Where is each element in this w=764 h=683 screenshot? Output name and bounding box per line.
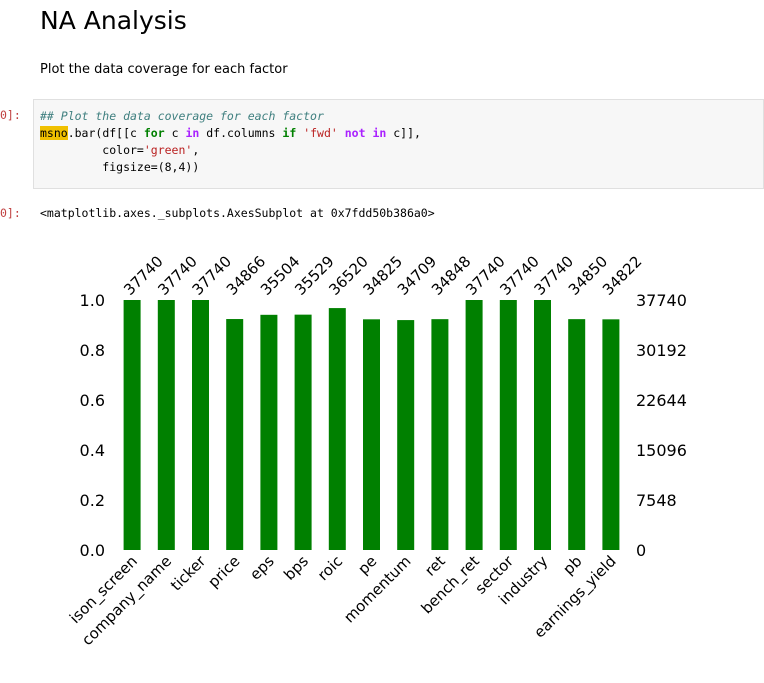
bar (157, 300, 175, 550)
string-fwd: 'fwd' (303, 126, 338, 140)
bar (534, 300, 551, 550)
category-label: price (204, 552, 243, 591)
code-token: figsize=(8,4)) (40, 160, 200, 174)
category-label: ticker (167, 552, 210, 595)
code-cell[interactable]: ## Plot the data coverage for each facto… (33, 99, 764, 189)
code-token: .bar(df[[c (67, 126, 144, 140)
left-tick-label: 0.6 (80, 391, 105, 410)
bar (328, 308, 346, 550)
code-comment: ## Plot the data coverage for each facto… (40, 109, 324, 123)
right-tick-label: 37740 (636, 291, 687, 310)
left-tick-label: 0.2 (80, 491, 105, 510)
bar (226, 319, 244, 550)
code-token: c (164, 126, 186, 140)
right-tick-label: 15096 (636, 441, 687, 460)
string-green: 'green' (143, 143, 193, 157)
bar (602, 319, 620, 550)
input-prompt: 0]: (0, 108, 21, 122)
category-label: pe (354, 552, 380, 578)
markdown-heading: NA Analysis (40, 6, 187, 35)
highlighted-msno: msno (40, 126, 68, 140)
code-content[interactable]: ## Plot the data coverage for each facto… (40, 108, 421, 176)
code-token (338, 126, 345, 140)
right-tick-label: 0 (636, 541, 646, 560)
left-tick-label: 1.0 (80, 291, 105, 310)
bar (260, 314, 278, 550)
code-token: df.columns (199, 126, 283, 140)
output-text: <matplotlib.axes._subplots.AxesSubplot a… (40, 206, 435, 220)
keyword-in: in (372, 126, 387, 140)
bar (499, 300, 517, 550)
bar (363, 319, 380, 550)
category-label: pb (559, 552, 585, 578)
output-prompt: 0]: (0, 206, 21, 220)
markdown-text: Plot the data coverage for each factor (40, 62, 288, 77)
right-tick-label: 22644 (636, 391, 687, 410)
category-label: ret (421, 552, 449, 580)
left-tick-label: 0.0 (80, 541, 105, 560)
category-label: roic (314, 552, 346, 584)
bar (294, 314, 312, 550)
bar (568, 319, 586, 550)
keyword-if: if (282, 126, 297, 140)
category-label: bps (280, 552, 312, 584)
left-tick-label: 0.4 (80, 441, 105, 460)
bar (192, 300, 209, 550)
bar (465, 300, 483, 550)
keyword-not: not (344, 126, 366, 140)
keyword-in: in (185, 126, 200, 140)
code-token: , (192, 143, 200, 157)
left-tick-label: 0.8 (80, 341, 105, 360)
right-tick-label: 7548 (636, 491, 677, 510)
keyword-for: for (143, 126, 165, 140)
category-label: eps (246, 552, 278, 584)
code-token: c]], (386, 126, 421, 140)
code-token: color= (40, 143, 144, 157)
coverage-bar-chart: 0.0 0.2 0.4 0.6 0.8 1.0 0 7548 15096 22644 30192 37… (66, 252, 687, 649)
bar (123, 300, 141, 550)
bar (397, 320, 415, 550)
bar (431, 319, 449, 550)
right-tick-label: 30192 (636, 341, 687, 360)
